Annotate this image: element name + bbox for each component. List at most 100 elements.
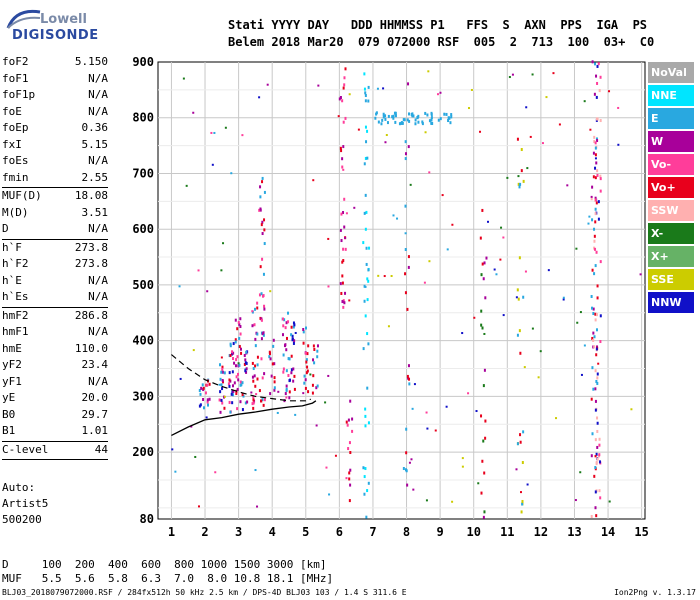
- echo-point: [594, 490, 597, 494]
- legend: NoVal NNE E W Vo- Vo+ SSW X- X+ SSE NNW: [648, 62, 694, 315]
- x-tick-label: 1: [168, 525, 175, 539]
- echo-point: [302, 330, 305, 334]
- echo-point: [283, 318, 286, 322]
- echo-point: [236, 327, 239, 331]
- echo-point: [367, 99, 370, 103]
- echo-point: [592, 175, 595, 179]
- echo-point: [445, 405, 448, 408]
- echo-point: [218, 383, 221, 386]
- echo-point: [597, 200, 600, 204]
- echo-point: [266, 83, 269, 86]
- echo-point: [290, 325, 293, 329]
- echo-point: [202, 406, 205, 410]
- echo-point: [439, 91, 442, 94]
- echo-point: [594, 387, 597, 391]
- param-row-fmin: fmin 2.55: [2, 170, 108, 187]
- param-row-b1: B1 1.01: [2, 423, 108, 440]
- echo-point: [365, 210, 368, 214]
- echo-point: [595, 514, 598, 518]
- echo-point: [342, 259, 345, 263]
- echo-point: [362, 347, 365, 351]
- echo-point: [236, 372, 239, 376]
- echo-point: [251, 361, 254, 365]
- echo-point: [407, 82, 410, 86]
- echo-point: [277, 390, 280, 393]
- echo-point: [596, 64, 599, 68]
- echo-point: [594, 62, 597, 66]
- echo-point: [386, 121, 389, 125]
- echo-point: [446, 248, 449, 251]
- echo-point: [254, 307, 257, 311]
- echo-point: [284, 343, 287, 347]
- echo-point: [345, 212, 348, 215]
- param-row-hf: h`F 273.8: [2, 240, 108, 257]
- echo-point: [223, 371, 226, 375]
- echo-point: [367, 481, 370, 485]
- echo-point: [481, 326, 484, 330]
- param-separator: [2, 238, 108, 240]
- echo-point: [596, 445, 599, 449]
- param-row-mufd: MUF(D) 18.08: [2, 188, 108, 205]
- echo-point: [245, 370, 248, 374]
- echo-point: [239, 380, 242, 384]
- echo-point: [230, 352, 233, 356]
- echo-point: [311, 391, 314, 395]
- legend-item-noval: NoVal: [648, 62, 694, 83]
- echo-point: [347, 447, 350, 451]
- echo-point: [579, 471, 582, 474]
- echo-point: [349, 483, 352, 487]
- echo-point: [408, 119, 411, 123]
- ionogram-chart: 1 2 3 4 5 6 7 8 9 10 11 12 13 14 158020030040050060070…: [132, 55, 649, 539]
- echo-point: [591, 60, 594, 64]
- legend-item-x: X+: [648, 246, 694, 267]
- echo-point: [200, 386, 203, 390]
- echo-point: [263, 398, 266, 402]
- echo-point: [451, 500, 454, 503]
- echo-point: [591, 185, 594, 189]
- echo-point: [363, 475, 366, 479]
- echo-point: [382, 115, 385, 119]
- echo-point: [291, 334, 294, 338]
- echo-point: [256, 377, 259, 381]
- echo-point: [591, 218, 594, 222]
- param-row-clevel: C-level 44: [2, 442, 108, 459]
- echo-point: [231, 370, 234, 374]
- echo-point: [593, 345, 596, 349]
- echo-point: [363, 72, 366, 76]
- echo-point: [258, 293, 261, 297]
- echo-point: [408, 461, 411, 464]
- echo-point: [387, 325, 390, 328]
- echo-point: [425, 411, 428, 414]
- param-value: N/A: [88, 71, 108, 85]
- echo-point: [480, 309, 483, 313]
- echo-point: [595, 452, 598, 456]
- echo-point: [594, 455, 597, 458]
- parameter-panel: foF2 5.150 foF1 N/A foF1p N/A foE N/A foEp 0.36 fx…: [2, 54, 108, 460]
- echo-point: [445, 112, 448, 116]
- echo-point: [394, 111, 397, 115]
- param-value: 110.0: [74, 341, 108, 355]
- param-label: M(D): [2, 205, 29, 219]
- echo-point: [596, 169, 599, 173]
- echo-point: [338, 97, 341, 101]
- param-row-fof1: foF1 N/A: [2, 71, 108, 88]
- echo-point: [467, 392, 470, 395]
- echo-point: [230, 392, 233, 396]
- param-row-foe: foE N/A: [2, 104, 108, 121]
- echo-point: [598, 489, 601, 493]
- echo-point: [357, 128, 360, 131]
- echo-point: [273, 380, 276, 384]
- echo-point: [421, 120, 424, 124]
- echo-point: [366, 332, 369, 336]
- echo-point: [366, 277, 369, 281]
- echo-point: [282, 370, 285, 374]
- echo-point: [484, 436, 487, 440]
- param-label: hmF1: [2, 325, 29, 338]
- echo-point: [305, 358, 308, 362]
- param-value: 44: [94, 442, 108, 456]
- echo-point: [273, 362, 276, 366]
- echo-point: [241, 408, 244, 412]
- echo-point: [506, 176, 509, 179]
- echo-point: [428, 260, 431, 263]
- echo-point: [537, 376, 540, 379]
